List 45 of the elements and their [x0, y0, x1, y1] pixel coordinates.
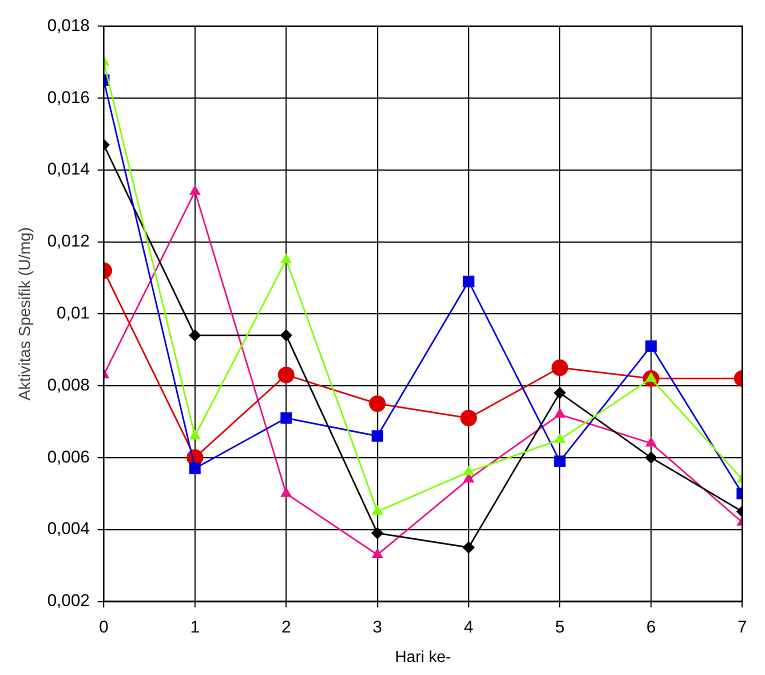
x-tick-label: 5: [555, 617, 565, 636]
x-tick-label: 1: [190, 617, 200, 636]
point: [646, 437, 656, 447]
y-tick-label: 0,002: [47, 591, 90, 610]
point: [189, 330, 201, 342]
point: [190, 430, 200, 440]
point: [554, 455, 566, 467]
point: [462, 542, 474, 554]
x-tick-label: 6: [646, 617, 656, 636]
y-tick-label: 0,012: [47, 232, 90, 251]
point: [372, 506, 383, 515]
x-axis-title: Hari ke-: [395, 648, 452, 666]
point: [463, 466, 474, 476]
point: [462, 276, 474, 288]
point: [552, 359, 568, 376]
point: [190, 186, 200, 195]
x-tick-label: 7: [738, 617, 748, 636]
y-tick-label: 0,014: [47, 160, 90, 179]
y-tick-label: 0,016: [47, 88, 90, 107]
y-tick-label: 0,004: [47, 519, 90, 538]
point: [645, 340, 657, 352]
point: [280, 330, 292, 342]
point: [372, 548, 383, 558]
y-tick-label: 0,006: [47, 447, 90, 466]
point: [372, 430, 384, 442]
point: [645, 452, 657, 464]
x-tick-label: 3: [372, 617, 382, 636]
y-tick-label: 0,01: [56, 303, 90, 322]
point: [189, 462, 201, 474]
x-tick-label: 2: [281, 617, 291, 636]
point: [280, 412, 292, 424]
point: [554, 408, 565, 418]
point: [372, 527, 384, 539]
y-axis-title: Aktivitas Spesifik (U/mg): [17, 227, 34, 400]
point: [369, 395, 386, 412]
point: [554, 387, 566, 399]
y-tick-label: 0,018: [47, 16, 90, 35]
point: [281, 254, 292, 264]
x-tick-label: 4: [464, 617, 474, 636]
x-tick-label: 0: [99, 617, 108, 636]
point: [281, 488, 292, 497]
point: [460, 410, 477, 426]
y-tick-label: 0,008: [47, 375, 90, 394]
point: [278, 366, 294, 384]
point: [554, 434, 565, 443]
